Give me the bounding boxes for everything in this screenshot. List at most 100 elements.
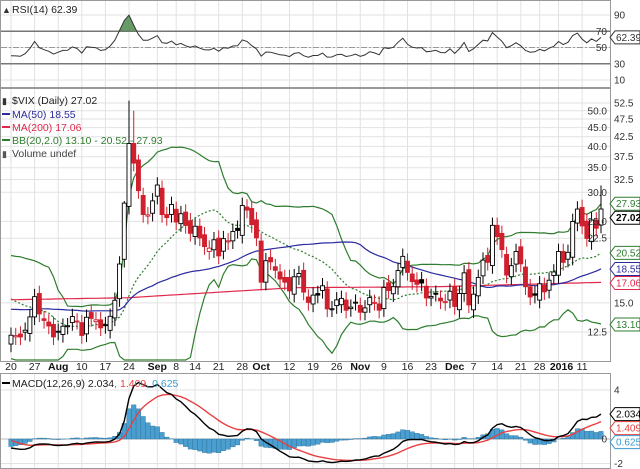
candle [183, 204, 189, 234]
macd-histogram-bar [409, 431, 415, 440]
candle [456, 285, 462, 318]
candle [584, 213, 590, 247]
chart-type-icon: ▮ [2, 96, 7, 106]
candle-body [13, 335, 19, 338]
candle-body [546, 279, 552, 291]
candle [310, 287, 316, 313]
candle-body [395, 270, 401, 288]
ma50-swatch [2, 113, 10, 115]
macd-histogram-bar [98, 437, 104, 440]
macd-swatch [2, 382, 10, 384]
signal-value-tag-box [609, 421, 640, 436]
candle-body [362, 307, 368, 313]
x-tick-label: 27 [29, 361, 41, 373]
bb-upper-tag: 27.93 [609, 196, 640, 211]
candle-body [32, 296, 38, 318]
candle-body [253, 219, 259, 239]
macd-histogram-bar [154, 426, 160, 440]
candle [438, 290, 443, 310]
candle-body [423, 285, 429, 299]
macd-histogram-bar [390, 433, 396, 440]
macd-signal-line [10, 393, 602, 462]
candle-body [494, 224, 500, 238]
macd-line [10, 381, 602, 464]
candle [466, 261, 472, 314]
candle-body [291, 276, 297, 295]
ma50-tag-text: 18.55 [616, 265, 640, 276]
candle-body [216, 237, 222, 257]
candle-body [390, 286, 396, 295]
macd-histogram-bar [565, 436, 571, 440]
candle [135, 154, 141, 199]
candle-body [348, 306, 354, 310]
hist-legend-value: 0.625 [152, 378, 178, 390]
macd-legend-label: MACD(12,26,9) [12, 378, 85, 390]
y-axes: 52.5 50.0 47.5 45.0 42.5 40.0 37.5 35.0 32.5 30.0… [588, 11, 634, 469]
candle [93, 312, 99, 330]
candle [249, 200, 255, 233]
hist-legend-sep: , [146, 378, 152, 390]
candle-body [574, 208, 580, 224]
candle [65, 317, 71, 335]
candle [447, 283, 453, 309]
ma50-legend: MA(50) 18.55 [12, 109, 76, 121]
candle [471, 286, 477, 318]
macd-histogram-bar [253, 438, 259, 441]
candle-body [79, 322, 85, 336]
macd-histogram-bar [36, 437, 42, 440]
candle [17, 326, 23, 346]
candle [475, 269, 481, 305]
candle-body [135, 159, 141, 192]
price-tick-label: 50.0 [588, 106, 608, 117]
candle [131, 110, 137, 172]
macd-histogram-bar [560, 437, 566, 440]
candle-body [197, 225, 203, 239]
candle [253, 212, 259, 247]
rsi-tick-label: 10 [614, 76, 626, 87]
rsi-tick-label: 90 [614, 11, 626, 22]
candle [499, 225, 505, 258]
macd-histogram-bar [386, 434, 392, 440]
macd-panel [1, 381, 610, 464]
candle [244, 199, 250, 219]
candle [405, 253, 410, 281]
macd-histogram-bar [55, 438, 61, 440]
signal-value-tag-text: 1.409 [616, 424, 640, 435]
candle [371, 294, 377, 311]
candle [480, 252, 486, 284]
macd-histogram-bar [367, 436, 373, 440]
candle-body [102, 324, 108, 327]
price-tick-label: 52.5 [614, 99, 634, 110]
macd-histogram-bar [452, 438, 458, 441]
candle-body [556, 251, 561, 276]
candle-body [244, 206, 250, 211]
candle [301, 262, 307, 301]
macd-histogram-bar [504, 433, 510, 440]
candle [570, 213, 576, 266]
bb-middle-tag-box [609, 245, 640, 260]
candle [55, 323, 61, 341]
close-price-tag-text: 27.02 [616, 213, 640, 224]
candle-body [60, 325, 66, 335]
macd-histogram-bar [527, 438, 533, 444]
candle [164, 206, 170, 226]
candle-body [579, 207, 585, 227]
candle-body [499, 232, 505, 251]
bb-legend-label: BB(20,2.0) [12, 135, 62, 147]
candle-body [428, 295, 434, 299]
candle-body [107, 315, 113, 331]
ma50-tag-box [609, 262, 640, 277]
macd-value-tag-box [609, 407, 640, 422]
x-axis: 20 27 Aug 10 17 24 Sep 8 14 21 28 Oct 12 19 26 Nov 9 16 23… [5, 361, 588, 373]
candle-body [565, 251, 571, 260]
macd-histogram-bar [584, 431, 590, 440]
candle [329, 300, 335, 318]
candle [258, 233, 264, 291]
bb-lower-tag-box [609, 317, 640, 332]
candle-body [145, 214, 151, 217]
candle [518, 239, 524, 273]
macd-histogram-bar [296, 438, 302, 447]
macd-histogram-bar [381, 434, 387, 440]
macd-tick-label: 0 [601, 435, 607, 446]
macd-histogram-bar [334, 438, 340, 442]
